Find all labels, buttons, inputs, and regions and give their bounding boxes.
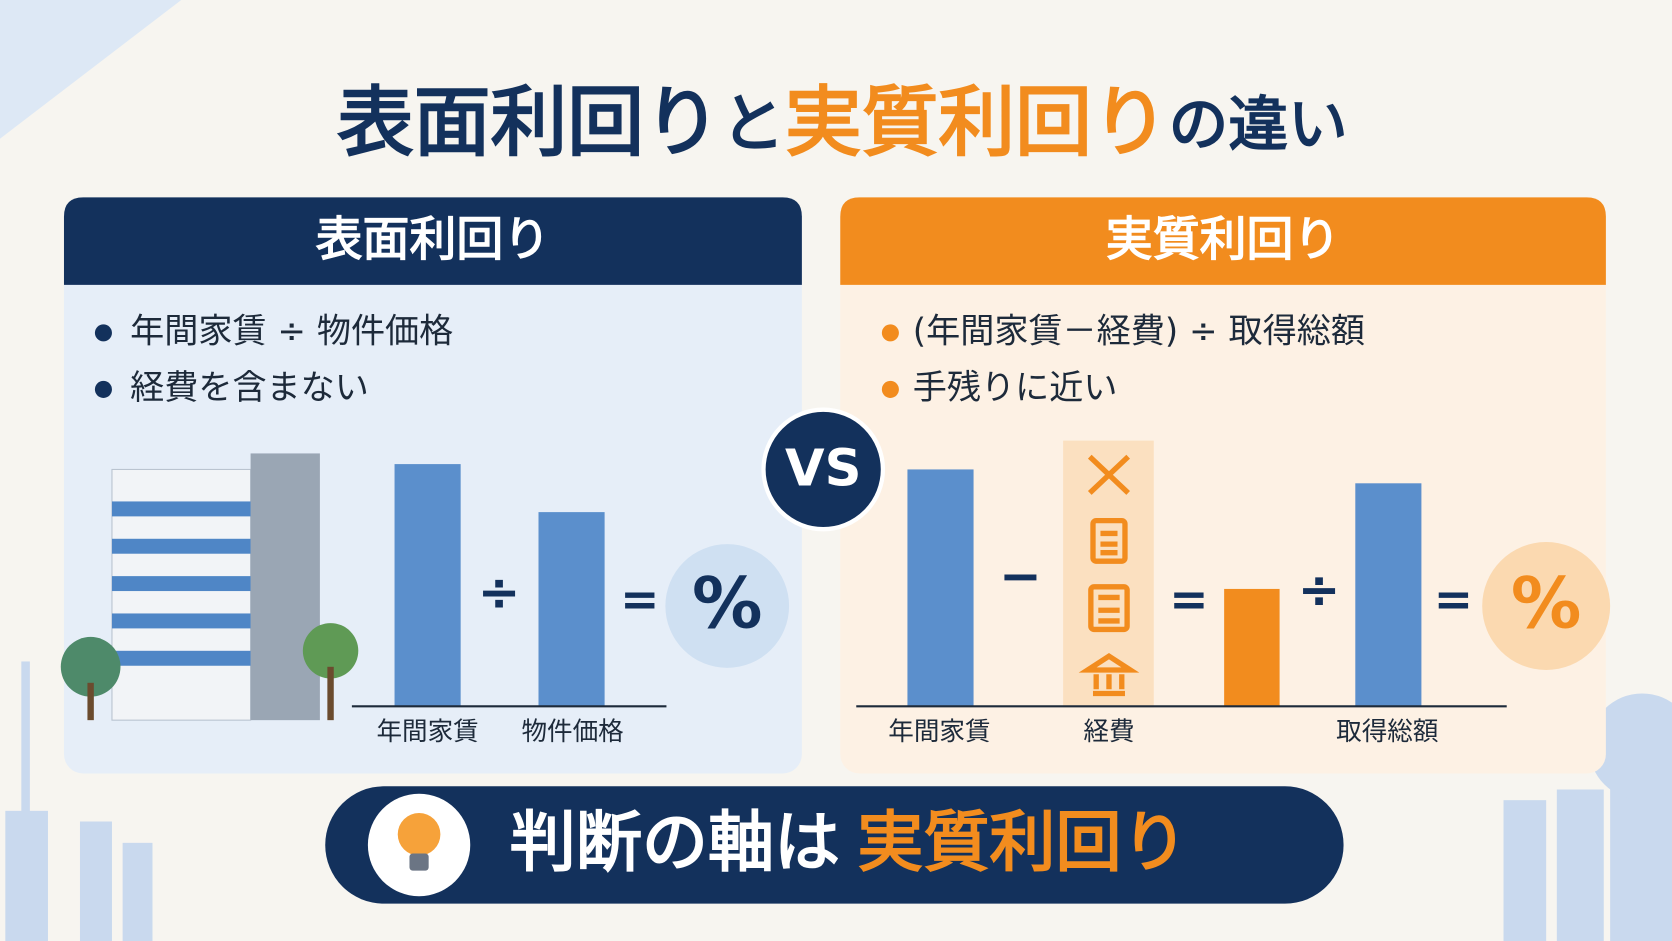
- operator: −: [999, 546, 1042, 606]
- conclusion-part: 判断の軸は: [510, 804, 840, 881]
- operator: ÷: [1298, 560, 1341, 620]
- expense-icons-part: [1078, 652, 1140, 697]
- percent: %: [692, 563, 762, 645]
- title: 表面利回りと実質利回りの違い: [336, 79, 1348, 168]
- building-illustration-part: [111, 613, 251, 629]
- bulb-icon-part: [397, 812, 441, 856]
- bullet-dot: [94, 324, 112, 342]
- building-illustration: [60, 453, 359, 721]
- bullet-dot: [94, 380, 112, 398]
- right-header: 実質利回り: [1106, 213, 1341, 268]
- expense-icons-part: [1100, 530, 1118, 556]
- skyline-decoration-part: [5, 810, 48, 941]
- vs-badge: [761, 407, 886, 532]
- bulb-icon: [397, 812, 441, 871]
- building-illustration-part: [327, 666, 334, 721]
- title-part: 実質利回り: [785, 79, 1169, 168]
- conclusion-pill: [325, 786, 1344, 904]
- skyline-decoration-part: [122, 842, 153, 941]
- expense-icons-part: [1090, 517, 1128, 564]
- percent: %: [1511, 563, 1581, 645]
- operator: =: [620, 572, 659, 627]
- operator: =: [1434, 572, 1473, 627]
- vs-text: VS: [785, 439, 861, 499]
- title-part: 表面利回り: [336, 79, 721, 168]
- conclusion-part: 実質利回り: [857, 804, 1187, 881]
- bar-label: 年間家賃: [376, 717, 478, 747]
- title-part: の違い: [1169, 91, 1348, 160]
- building-illustration-part: [87, 682, 94, 721]
- skyline-decoration-part: [1588, 693, 1672, 801]
- bullet-dot: [881, 324, 899, 342]
- building-illustration-part: [111, 650, 251, 666]
- illustrative-bar: [907, 469, 974, 707]
- result-circle: [1482, 541, 1611, 671]
- bar-label: 取得総額: [1336, 717, 1438, 747]
- right-header-bg: [840, 197, 1606, 285]
- illustrative-bar: [394, 464, 461, 707]
- left-header-bg: [63, 197, 802, 285]
- building-illustration-part: [60, 636, 121, 697]
- expense-column: [1063, 440, 1154, 708]
- bullet: 手残りに近い: [913, 368, 1118, 408]
- skyline-decoration-part: [1503, 800, 1547, 941]
- bulb-icon-part: [409, 853, 429, 871]
- bar-label: 物件価格: [521, 717, 623, 747]
- bullet: (年間家賃－経費) ÷ 取得総額: [913, 311, 1365, 351]
- skyline-decoration-part: [1556, 789, 1604, 941]
- operator: ÷: [478, 562, 521, 622]
- expense-icons-part: [1087, 454, 1131, 495]
- expense-icons-part: [1088, 584, 1130, 633]
- conclusion: 判断の軸は 実質利回り: [510, 804, 1188, 881]
- building-illustration-part: [111, 538, 251, 554]
- bar-label: 年間家賃: [888, 717, 990, 747]
- expense-icons: [1078, 454, 1140, 697]
- skyline-decoration-part: [21, 661, 30, 941]
- bullet: 経費を含まない: [130, 368, 369, 408]
- building-illustration-part: [302, 623, 359, 679]
- operator: =: [1169, 572, 1208, 627]
- bullet-dot: [881, 380, 899, 398]
- bar-label: 経費: [1083, 717, 1134, 747]
- bullet: 年間家賃 ÷ 物件価格: [130, 311, 453, 351]
- result-circle: [665, 544, 790, 668]
- left-header: 表面利回り: [315, 213, 551, 268]
- illustrative-bar: [1224, 588, 1280, 707]
- title-part: と: [721, 88, 785, 162]
- illustrative-bar: [538, 512, 605, 707]
- illustrative-bar: [1355, 483, 1422, 707]
- skyline-decoration-part: [79, 821, 112, 941]
- building-illustration-part: [250, 453, 320, 721]
- skyline-decoration-part: [0, 0, 182, 139]
- expense-icons-part: [1098, 594, 1120, 624]
- building-illustration-part: [111, 501, 251, 517]
- building-illustration-part: [111, 576, 251, 592]
